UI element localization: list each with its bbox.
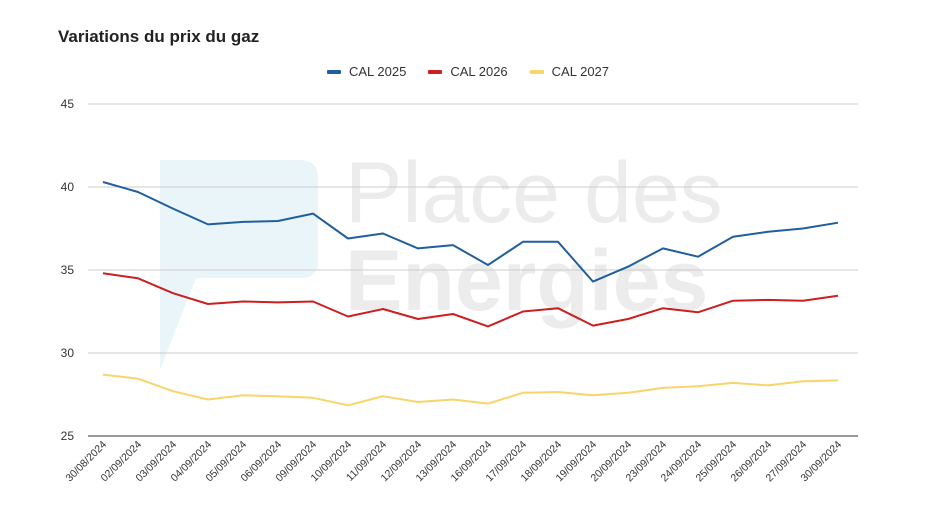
y-tick-label: 45 [61,97,75,111]
data-point[interactable] [556,390,561,395]
y-tick-label: 35 [61,263,75,277]
data-point[interactable] [486,263,491,268]
data-point[interactable] [836,220,841,225]
data-point[interactable] [521,239,526,244]
data-point[interactable] [101,271,106,276]
legend-label-cal-2026: CAL 2026 [450,64,508,79]
data-point[interactable] [346,403,351,408]
data-point[interactable] [101,372,106,377]
legend-swatch-cal-2027 [529,69,544,74]
legend-swatch-cal-2025 [326,69,341,74]
grid-layer: 25 30 35 40 45 [61,97,858,443]
data-point[interactable] [836,293,841,298]
data-point[interactable] [591,279,596,284]
legend-swatch-cal-2026 [428,69,443,74]
data-point[interactable] [136,376,141,381]
data-point[interactable] [731,298,736,303]
series-line-cal-2026[interactable] [102,272,839,328]
data-point[interactable] [731,234,736,239]
legend-label-cal-2025: CAL 2025 [348,64,407,79]
data-point[interactable] [451,311,456,316]
y-tick-label: 40 [61,180,75,194]
data-point[interactable] [241,393,246,398]
data-point[interactable] [416,399,421,404]
data-point[interactable] [696,384,701,389]
data-point[interactable] [171,389,176,394]
data-point[interactable] [346,314,351,319]
data-point[interactable] [171,206,176,211]
data-point[interactable] [661,246,666,251]
data-point[interactable] [696,310,701,315]
y-tick-label: 30 [61,346,75,360]
data-point[interactable] [311,211,316,216]
data-point[interactable] [521,309,526,314]
data-point[interactable] [766,229,771,234]
data-point[interactable] [486,324,491,329]
data-point[interactable] [346,236,351,241]
data-point[interactable] [241,219,246,224]
data-point[interactable] [661,306,666,311]
legend-item-cal-2026[interactable]: CAL 2026 [428,64,508,79]
chart-title: Variations du prix du gaz [58,27,260,46]
data-point[interactable] [801,298,806,303]
data-point[interactable] [591,323,596,328]
data-point[interactable] [486,401,491,406]
data-point[interactable] [591,393,596,398]
data-point[interactable] [381,394,386,399]
data-point[interactable] [556,306,561,311]
data-point[interactable] [101,180,106,185]
legend-item-cal-2027[interactable]: CAL 2027 [529,64,610,79]
data-point[interactable] [276,219,281,224]
watermark-text-line1: Place des [345,145,723,241]
data-point[interactable] [241,299,246,304]
data-point[interactable] [311,299,316,304]
data-point[interactable] [661,385,666,390]
data-point[interactable] [626,264,631,269]
data-point[interactable] [521,390,526,395]
data-point[interactable] [381,231,386,236]
data-point[interactable] [626,390,631,395]
series-line-cal-2027[interactable] [102,373,839,407]
data-point[interactable] [381,307,386,312]
data-point[interactable] [451,397,456,402]
data-point[interactable] [801,379,806,384]
data-point[interactable] [416,246,421,251]
series-line-cal-2025[interactable] [102,181,839,283]
data-point[interactable] [206,397,211,402]
data-point[interactable] [451,243,456,248]
data-point[interactable] [206,302,211,307]
data-point[interactable] [276,300,281,305]
data-point[interactable] [731,380,736,385]
data-point[interactable] [136,276,141,281]
watermark-logo-shape [160,160,318,370]
data-point[interactable] [801,226,806,231]
legend-label-cal-2027: CAL 2027 [551,64,610,79]
legend: CAL 2025 CAL 2026 CAL 2027 [0,64,936,79]
x-axis-ticks: 30/08/202402/09/202403/09/202404/09/2024… [63,439,844,485]
data-point[interactable] [311,395,316,400]
series-layer [101,180,841,408]
data-point[interactable] [171,291,176,296]
legend-item-cal-2025[interactable]: CAL 2025 [326,64,407,79]
data-point[interactable] [556,239,561,244]
data-point[interactable] [206,222,211,227]
data-point[interactable] [626,316,631,321]
data-point[interactable] [766,383,771,388]
data-point[interactable] [136,189,141,194]
data-point[interactable] [696,254,701,259]
y-tick-label: 25 [61,429,75,443]
data-point[interactable] [836,378,841,383]
watermark: Place des Energies [160,145,723,370]
data-point[interactable] [276,394,281,399]
data-point[interactable] [416,316,421,321]
data-point[interactable] [766,297,771,302]
